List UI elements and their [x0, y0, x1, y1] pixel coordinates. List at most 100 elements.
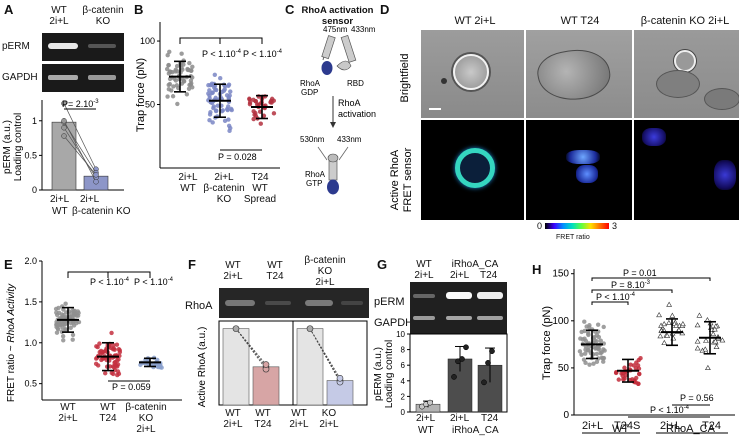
c-gtp-blob: [327, 179, 339, 195]
f-bar-chart: Active RhoA (a.u.): [197, 320, 368, 407]
b-point: [187, 60, 192, 66]
e-point: [53, 306, 59, 312]
b-point: [221, 88, 227, 94]
h-point: [638, 356, 643, 361]
e-point: [155, 357, 160, 363]
f-point: [232, 325, 240, 332]
b-point: [188, 78, 194, 83]
h-point: [594, 351, 599, 357]
f-bar: [252, 366, 280, 406]
e-ytick-label: 2.0: [24, 256, 37, 266]
f-pair-line: [235, 328, 267, 370]
c-arrow-1: RhoA: [338, 98, 361, 108]
b-point: [254, 102, 260, 107]
h-point: [637, 371, 642, 377]
e-point: [60, 334, 66, 339]
d-scale-max: 3: [612, 221, 618, 231]
f-header-1: WT 2i+L: [223, 260, 243, 282]
h-point: [666, 301, 673, 307]
b-point: [206, 91, 211, 96]
d-scale-min: 0: [537, 221, 543, 231]
panel-c: C RhoA activation sensor 475nm 433nm RhoA…: [285, 0, 380, 220]
h-point: [664, 332, 671, 338]
e-point: [112, 360, 117, 365]
h-point: [586, 331, 591, 337]
g-header-3a: 2i+L: [450, 270, 470, 281]
h-stat-3: P < 1.10-4: [596, 292, 636, 302]
h-point: [703, 337, 709, 343]
g-header-1: WT 2i+L: [414, 259, 434, 281]
c-wl-top-1: 475nm: [323, 25, 348, 34]
h-point: [719, 337, 726, 343]
b-point: [181, 62, 186, 67]
b-point: [165, 52, 170, 58]
g-x-geno-2: iRhoA_CA: [452, 425, 499, 436]
b-x-label-2: 2i+L β-catenin KO: [203, 172, 245, 205]
panel-f: F WT 2i+L WT T24 β-catenin KO 2i+L RhoA Acti…: [185, 255, 370, 436]
e-point: [99, 357, 104, 363]
b-point: [175, 101, 180, 107]
e-point: [98, 351, 104, 356]
b-point: [218, 76, 223, 81]
e-point: [68, 325, 73, 331]
a-point: [93, 178, 99, 185]
g-x-cond-3: T24: [481, 413, 499, 424]
b-point: [219, 109, 225, 114]
b-point: [167, 49, 172, 55]
e-point: [70, 332, 76, 338]
e-point: [61, 338, 66, 343]
panel-e-label: E: [4, 257, 13, 272]
h-point: [661, 321, 668, 327]
b-point: [179, 51, 184, 56]
a-x-cond-2: 2i+L: [80, 194, 100, 205]
a-pair-line: [63, 120, 97, 182]
b-point: [212, 85, 217, 90]
e-point: [97, 341, 102, 346]
f-x-label-2: WT T24: [254, 408, 272, 430]
g-ytick-label: 0: [401, 408, 406, 417]
h-stat-1: P = 0.01: [623, 268, 657, 278]
c-gtp-2: GTP: [306, 179, 322, 188]
d-scale-label: FRET ratio: [556, 234, 590, 241]
h-point: [661, 339, 668, 346]
a-stat: P= 2.10-3: [62, 99, 99, 109]
f-header-2: WT T24: [266, 260, 284, 282]
b-point: [174, 63, 180, 69]
h-point: [694, 322, 701, 328]
f-x-label-1: WT 2i+L: [223, 408, 243, 430]
h-bracket-1: [591, 277, 711, 281]
d-col-2: WT T24: [560, 15, 600, 27]
e-point: [93, 361, 99, 366]
panel-d: D WT 2i+L WT T24 β-catenin KO 2i+L Brigh…: [380, 0, 740, 250]
b-point: [166, 63, 171, 68]
a-blot-gapdh: [42, 64, 124, 92]
h-bracket-3: [591, 301, 629, 305]
b-point: [215, 103, 221, 108]
b-ylabel: Trap force (pN): [135, 58, 147, 132]
b-point: [229, 107, 234, 113]
b-scatter-chart: 50 100 Trap force (pN) P < 1.10-4 P < 1.1…: [135, 22, 283, 169]
a-x-cond-1: 2i+L: [50, 194, 70, 205]
h-point: [601, 324, 606, 330]
e-point: [54, 330, 60, 335]
g-header-3b: T24: [480, 270, 498, 281]
b-point: [166, 86, 172, 92]
a-point: [61, 100, 67, 107]
d-fret-ko-2il: [634, 120, 739, 220]
e-point: [103, 371, 108, 376]
d-row-2b: FRET sensor: [402, 147, 414, 212]
a-header-ko: β-catenin KO: [82, 5, 124, 27]
d-row-labels: Brightfield Active RhoA FRET sensor: [389, 54, 414, 213]
e-point: [107, 364, 113, 369]
h-point: [711, 326, 718, 332]
b-point: [228, 125, 233, 131]
b-point: [207, 118, 212, 123]
a-bar: [51, 121, 77, 191]
panel-e: E 0.5 1.0 1.5 2.0 FRET ratio ~ RhoA Activit…: [0, 255, 185, 436]
h-point: [710, 331, 717, 337]
d-col-1: WT 2i+L: [454, 15, 496, 27]
d-col-3: β-catenin KO 2i+L: [640, 15, 730, 27]
b-point: [170, 94, 176, 99]
c-gdp-blob: [321, 61, 333, 75]
b-point: [212, 72, 218, 78]
